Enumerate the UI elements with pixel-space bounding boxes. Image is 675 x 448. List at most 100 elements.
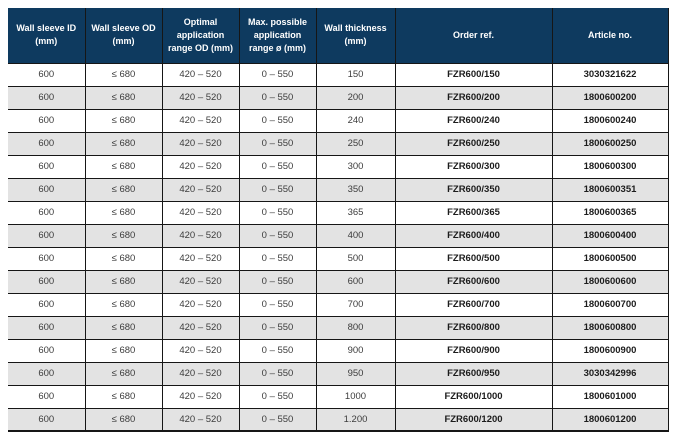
cell-wall-thickness: 1000 [315,384,396,409]
cell-max-possible-application-range: 0 – 550 [238,338,317,363]
cell-wall-thickness: 365 [315,200,396,225]
cell-article-no: 1800600500 [551,246,669,271]
cell-wall-sleeve-id: 600 [8,177,86,202]
table-row: 600 ≤ 680 420 – 520 0 – 550 350 FZR600/350 180… [8,177,669,202]
cell-wall-thickness: 800 [315,315,396,340]
cell-wall-sleeve-od: ≤ 680 [84,223,163,248]
table-row: 600 ≤ 680 420 – 520 0 – 550 240 FZR600/240 180… [8,108,669,133]
product-table: Wall sleeve ID (mm) Wall sleeve OD (mm) … [8,8,669,432]
cell-max-possible-application-range: 0 – 550 [238,315,317,340]
cell-article-no: 1800600240 [551,108,669,133]
cell-wall-sleeve-id: 600 [8,315,86,340]
cell-wall-thickness: 350 [315,177,396,202]
cell-optimal-application-range-od: 420 – 520 [161,269,240,294]
cell-wall-sleeve-od: ≤ 680 [84,338,163,363]
cell-wall-sleeve-od: ≤ 680 [84,361,163,386]
column-header-wall-sleeve-id: Wall sleeve ID (mm) [8,8,86,64]
cell-optimal-application-range-od: 420 – 520 [161,223,240,248]
cell-wall-sleeve-id: 600 [8,200,86,225]
column-header-wall-sleeve-od: Wall sleeve OD (mm) [84,8,163,64]
table-row: 600 ≤ 680 420 – 520 0 – 550 200 FZR600/200 180… [8,85,669,110]
cell-max-possible-application-range: 0 – 550 [238,292,317,317]
cell-optimal-application-range-od: 420 – 520 [161,384,240,409]
cell-wall-thickness: 900 [315,338,396,363]
cell-wall-sleeve-id: 600 [8,85,86,110]
cell-max-possible-application-range: 0 – 550 [238,223,317,248]
cell-wall-sleeve-od: ≤ 680 [84,85,163,110]
cell-optimal-application-range-od: 420 – 520 [161,177,240,202]
cell-article-no: 1800600900 [551,338,669,363]
cell-order-ref: FZR600/950 [394,361,553,386]
cell-wall-sleeve-id: 600 [8,292,86,317]
cell-article-no: 1800600400 [551,223,669,248]
cell-wall-sleeve-od: ≤ 680 [84,154,163,179]
cell-wall-sleeve-od: ≤ 680 [84,200,163,225]
cell-wall-thickness: 200 [315,85,396,110]
cell-article-no: 1800600800 [551,315,669,340]
cell-article-no: 1800600700 [551,292,669,317]
cell-article-no: 1800600351 [551,177,669,202]
cell-order-ref: FZR600/1200 [394,407,553,432]
cell-wall-thickness: 700 [315,292,396,317]
column-header-wall-thickness: Wall thickness (mm) [315,8,396,64]
cell-order-ref: FZR600/250 [394,131,553,156]
cell-optimal-application-range-od: 420 – 520 [161,62,240,87]
column-header-article-no: Article no. [551,8,669,64]
cell-wall-thickness: 1.200 [315,407,396,432]
cell-order-ref: FZR600/400 [394,223,553,248]
cell-article-no: 3030321622 [551,62,669,87]
cell-wall-sleeve-id: 600 [8,269,86,294]
table-row: 600 ≤ 680 420 – 520 0 – 550 800 FZR600/800 180… [8,315,669,340]
table-row: 600 ≤ 680 420 – 520 0 – 550 150 FZR600/150 303… [8,62,669,87]
cell-article-no: 1800600300 [551,154,669,179]
cell-wall-sleeve-od: ≤ 680 [84,177,163,202]
table-row: 600 ≤ 680 420 – 520 0 – 550 400 FZR600/400 180… [8,223,669,248]
cell-wall-sleeve-id: 600 [8,384,86,409]
cell-wall-sleeve-id: 600 [8,361,86,386]
table-row: 600 ≤ 680 420 – 520 0 – 550 300 FZR600/300 180… [8,154,669,179]
cell-wall-thickness: 950 [315,361,396,386]
cell-optimal-application-range-od: 420 – 520 [161,131,240,156]
cell-optimal-application-range-od: 420 – 520 [161,407,240,432]
cell-max-possible-application-range: 0 – 550 [238,361,317,386]
cell-order-ref: FZR600/200 [394,85,553,110]
cell-wall-thickness: 300 [315,154,396,179]
cell-wall-sleeve-od: ≤ 680 [84,269,163,294]
table-row: 600 ≤ 680 420 – 520 0 – 550 600 FZR600/600 180… [8,269,669,294]
table-header: Wall sleeve ID (mm) Wall sleeve OD (mm) … [8,8,669,64]
cell-wall-thickness: 400 [315,223,396,248]
column-header-order-ref: Order ref. [394,8,553,64]
cell-order-ref: FZR600/800 [394,315,553,340]
cell-max-possible-application-range: 0 – 550 [238,200,317,225]
cell-optimal-application-range-od: 420 – 520 [161,361,240,386]
column-header-max-possible-application-range: Max. possible application range ø (mm) [238,8,317,64]
cell-article-no: 1800601200 [551,407,669,432]
cell-max-possible-application-range: 0 – 550 [238,177,317,202]
cell-optimal-application-range-od: 420 – 520 [161,315,240,340]
cell-max-possible-application-range: 0 – 550 [238,154,317,179]
cell-order-ref: FZR600/1000 [394,384,553,409]
cell-wall-sleeve-id: 600 [8,407,86,432]
cell-max-possible-application-range: 0 – 550 [238,131,317,156]
cell-wall-sleeve-id: 600 [8,154,86,179]
cell-order-ref: FZR600/365 [394,200,553,225]
cell-wall-sleeve-id: 600 [8,108,86,133]
cell-max-possible-application-range: 0 – 550 [238,85,317,110]
cell-optimal-application-range-od: 420 – 520 [161,154,240,179]
cell-max-possible-application-range: 0 – 550 [238,246,317,271]
cell-max-possible-application-range: 0 – 550 [238,269,317,294]
cell-optimal-application-range-od: 420 – 520 [161,292,240,317]
cell-order-ref: FZR600/900 [394,338,553,363]
cell-order-ref: FZR600/500 [394,246,553,271]
cell-wall-sleeve-od: ≤ 680 [84,384,163,409]
table-body: 600 ≤ 680 420 – 520 0 – 550 150 FZR600/150 303… [8,62,669,432]
cell-wall-sleeve-id: 600 [8,246,86,271]
cell-wall-thickness: 240 [315,108,396,133]
cell-wall-sleeve-od: ≤ 680 [84,407,163,432]
cell-order-ref: FZR600/150 [394,62,553,87]
cell-wall-thickness: 250 [315,131,396,156]
cell-wall-sleeve-od: ≤ 680 [84,246,163,271]
cell-article-no: 1800600365 [551,200,669,225]
cell-wall-sleeve-od: ≤ 680 [84,62,163,87]
table-row: 600 ≤ 680 420 – 520 0 – 550 700 FZR600/700 180… [8,292,669,317]
